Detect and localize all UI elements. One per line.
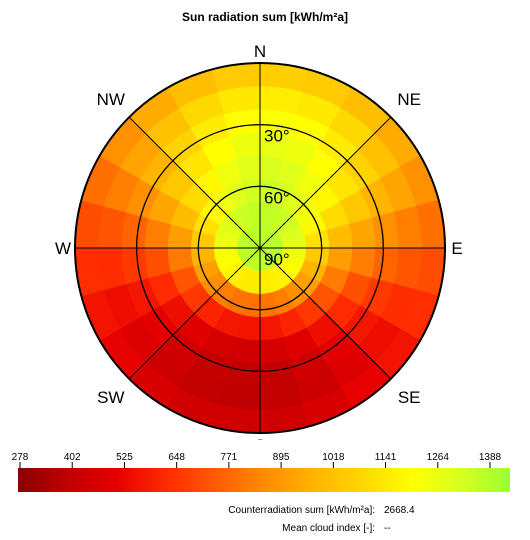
heatmap-cell bbox=[223, 108, 261, 137]
cloud-index-label: Mean cloud index [-]: bbox=[282, 523, 375, 534]
polar-radiation-map: N NE E SE S SW W NW 30° 60° 90° bbox=[55, 42, 463, 440]
direction-label-w: W bbox=[55, 239, 71, 258]
chart-title: Sun radiation sum [kWh/m²a] bbox=[181, 10, 348, 24]
azimuth-gridline bbox=[128, 247, 261, 380]
horizon-circle bbox=[74, 62, 446, 434]
direction-label-sw: SW bbox=[97, 388, 124, 407]
colorbar-tick-label: 648 bbox=[168, 452, 185, 463]
azimuth-gridline bbox=[259, 116, 392, 249]
heatmap-cell bbox=[223, 359, 261, 388]
ring-label: 60° bbox=[264, 188, 290, 207]
heatmap-cell bbox=[259, 359, 297, 388]
colorbar-tick-label: 402 bbox=[64, 452, 81, 463]
colorbar-tick-label: 1388 bbox=[479, 452, 502, 463]
direction-label-s: S bbox=[254, 436, 265, 440]
counterradiation-value: 2668.4 bbox=[384, 505, 415, 516]
heatmap-cell bbox=[371, 247, 400, 285]
azimuth-gridline bbox=[259, 247, 392, 380]
direction-label-nw: NW bbox=[97, 90, 125, 109]
heatmap-cell bbox=[120, 247, 149, 285]
azimuth-gridline bbox=[128, 116, 261, 249]
colorbar-tick-label: 895 bbox=[273, 452, 290, 463]
colorbar-tick-label: 525 bbox=[116, 452, 133, 463]
counterradiation-label: Counterradiation sum [kWh/m²a]: bbox=[228, 505, 375, 516]
direction-label-ne: NE bbox=[397, 90, 421, 109]
ring-label: 30° bbox=[264, 127, 290, 146]
elevation-ring bbox=[136, 124, 384, 372]
ring-label: 90° bbox=[264, 250, 290, 269]
direction-label-se: SE bbox=[398, 388, 421, 407]
colorbar-tick-label: 278 bbox=[12, 452, 29, 463]
heatmap-cell bbox=[120, 211, 149, 249]
colorbar-tick-label: 1018 bbox=[322, 452, 345, 463]
elevation-ring bbox=[197, 185, 323, 311]
colorbar-gradient bbox=[18, 468, 510, 492]
cloud-index-row: Mean cloud index [-]: -- bbox=[0, 523, 530, 537]
colorbar-tick-label: 1141 bbox=[375, 452, 397, 463]
cloud-index-value: -- bbox=[384, 523, 391, 534]
colorbar-tick-label: 771 bbox=[221, 452, 238, 463]
colorbar: 278 402 525 648 771 895 1018 1141 1264 1388 bbox=[12, 452, 510, 492]
counterradiation-row: Counterradiation sum [kWh/m²a]: 2668.4 bbox=[0, 505, 530, 519]
direction-label-n: N bbox=[254, 42, 266, 61]
colorbar-tick-label: 1264 bbox=[427, 452, 450, 463]
heatmap-cell bbox=[371, 211, 400, 249]
direction-label-e: E bbox=[451, 239, 462, 258]
